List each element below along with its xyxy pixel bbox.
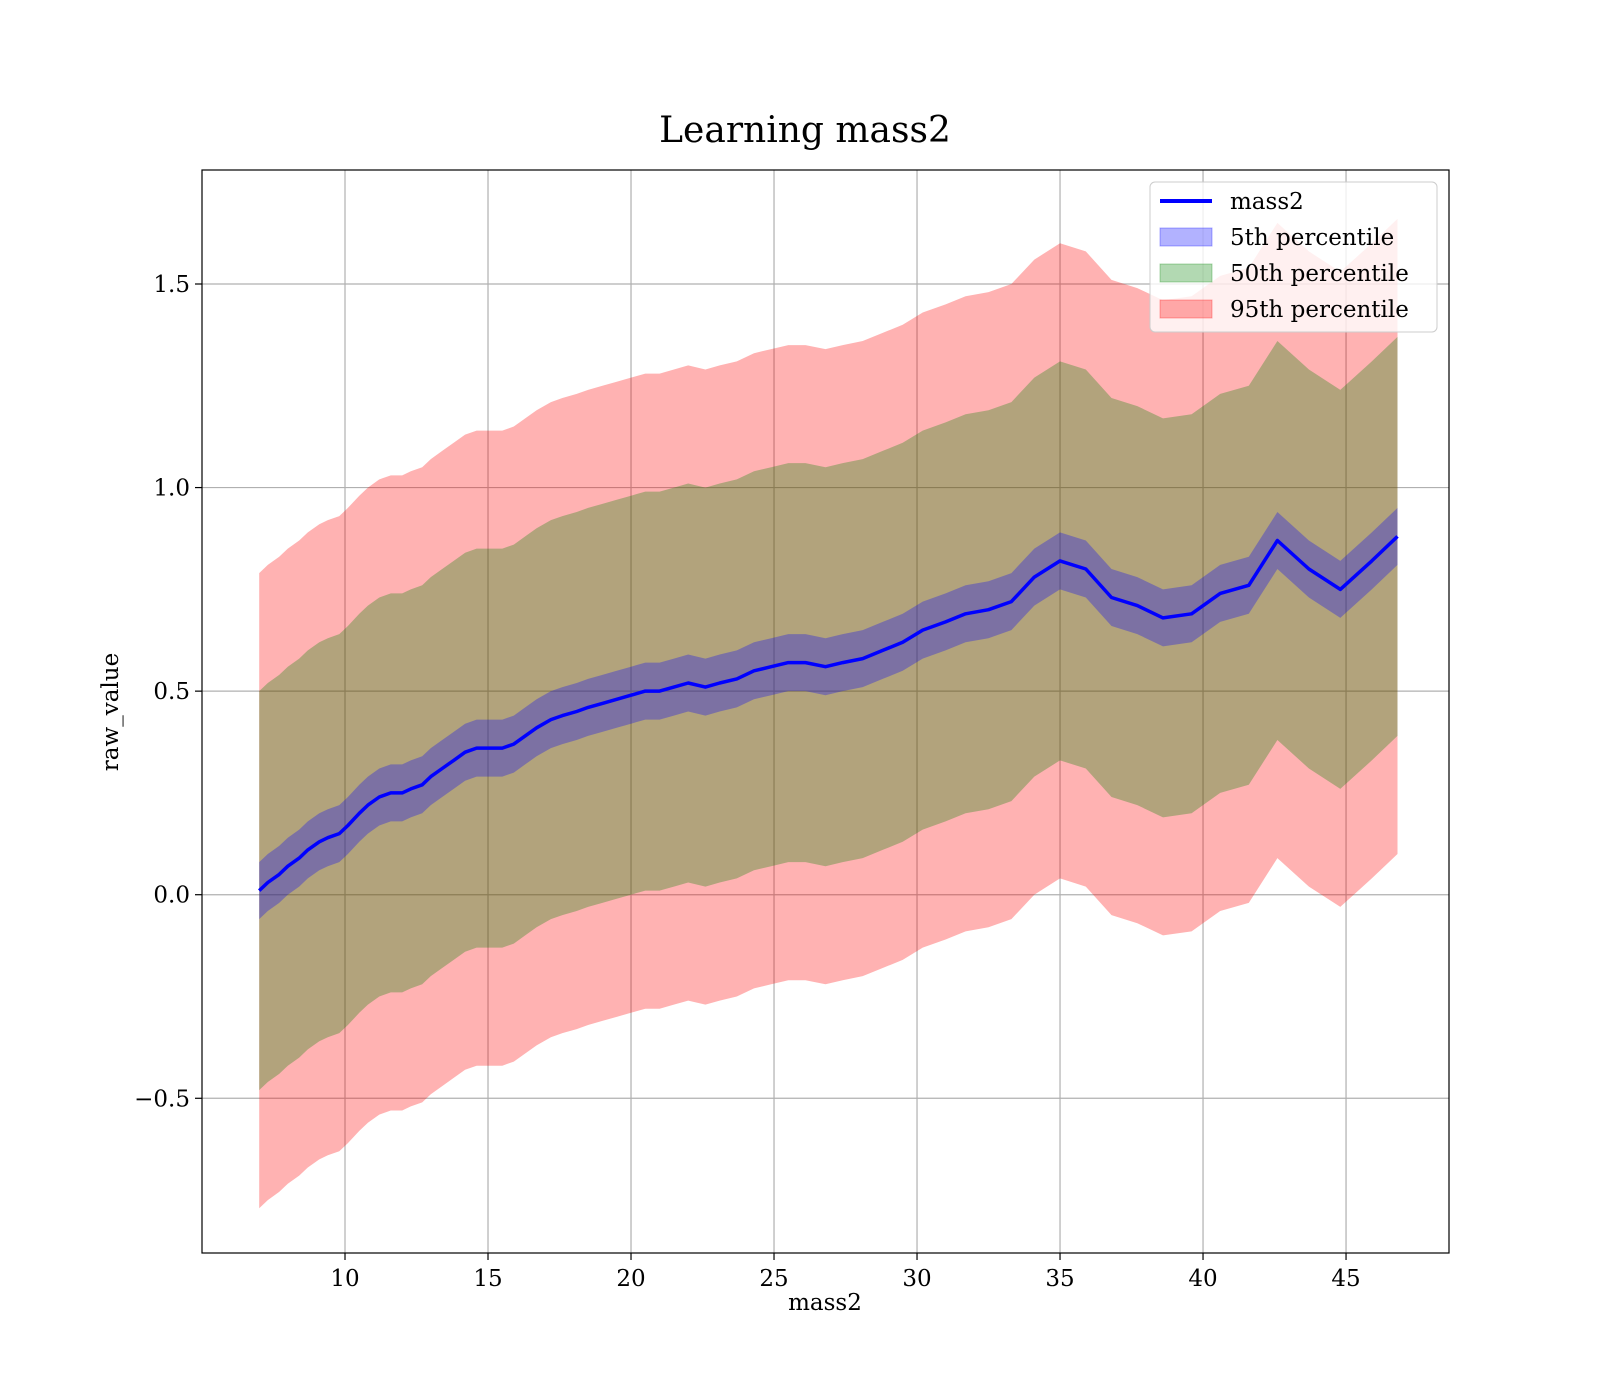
y-axis-ticks: −0.5 0.0 0.5 1.0 1.5 bbox=[134, 272, 202, 1112]
legend-label-5th-percentile: 5th percentile bbox=[1230, 225, 1394, 251]
x-tick-label: 35 bbox=[1045, 1266, 1074, 1292]
legend-label-95th-percentile: 95th percentile bbox=[1230, 297, 1409, 323]
x-tick-label: 30 bbox=[902, 1266, 931, 1292]
x-axis-ticks: 10 15 20 25 30 35 40 45 bbox=[330, 1253, 1361, 1292]
plot-frame bbox=[201, 169, 1450, 1254]
chart-title: Learning mass2 bbox=[659, 110, 951, 151]
legend: mass2 5th percentile 50th percentile 95t… bbox=[1149, 181, 1438, 333]
line-mass2 bbox=[258, 535, 1399, 892]
legend-label-50th-percentile: 50th percentile bbox=[1230, 261, 1409, 287]
legend-label-mass2: mass2 bbox=[1230, 189, 1304, 215]
y-tick-label: 1.0 bbox=[153, 476, 190, 502]
x-tick-label: 45 bbox=[1331, 1266, 1360, 1292]
percentile-bands bbox=[259, 218, 1398, 1209]
x-tick-label: 15 bbox=[473, 1266, 502, 1292]
band-50th-percentile bbox=[259, 336, 1398, 1091]
y-tick-label: 0.5 bbox=[153, 679, 190, 705]
legend-box bbox=[1149, 181, 1438, 333]
y-axis-label: raw_value bbox=[98, 653, 124, 771]
series-lines bbox=[258, 535, 1399, 892]
x-tick-label: 20 bbox=[616, 1266, 645, 1292]
x-tick-label: 40 bbox=[1188, 1266, 1217, 1292]
y-tick-label: 0.0 bbox=[153, 883, 190, 909]
x-tick-label: 10 bbox=[330, 1266, 359, 1292]
band-5th-percentile bbox=[259, 507, 1398, 920]
x-tick-label: 25 bbox=[759, 1266, 788, 1292]
band-95th-percentile bbox=[259, 218, 1398, 1209]
x-axis-label: mass2 bbox=[788, 1290, 862, 1316]
legend-swatch-5th-percentile bbox=[1159, 227, 1213, 247]
legend-swatch-50th-percentile bbox=[1159, 263, 1213, 283]
y-tick-label: −0.5 bbox=[134, 1086, 190, 1112]
legend-swatch-95th-percentile bbox=[1159, 299, 1213, 319]
y-tick-label: 1.5 bbox=[153, 272, 190, 298]
